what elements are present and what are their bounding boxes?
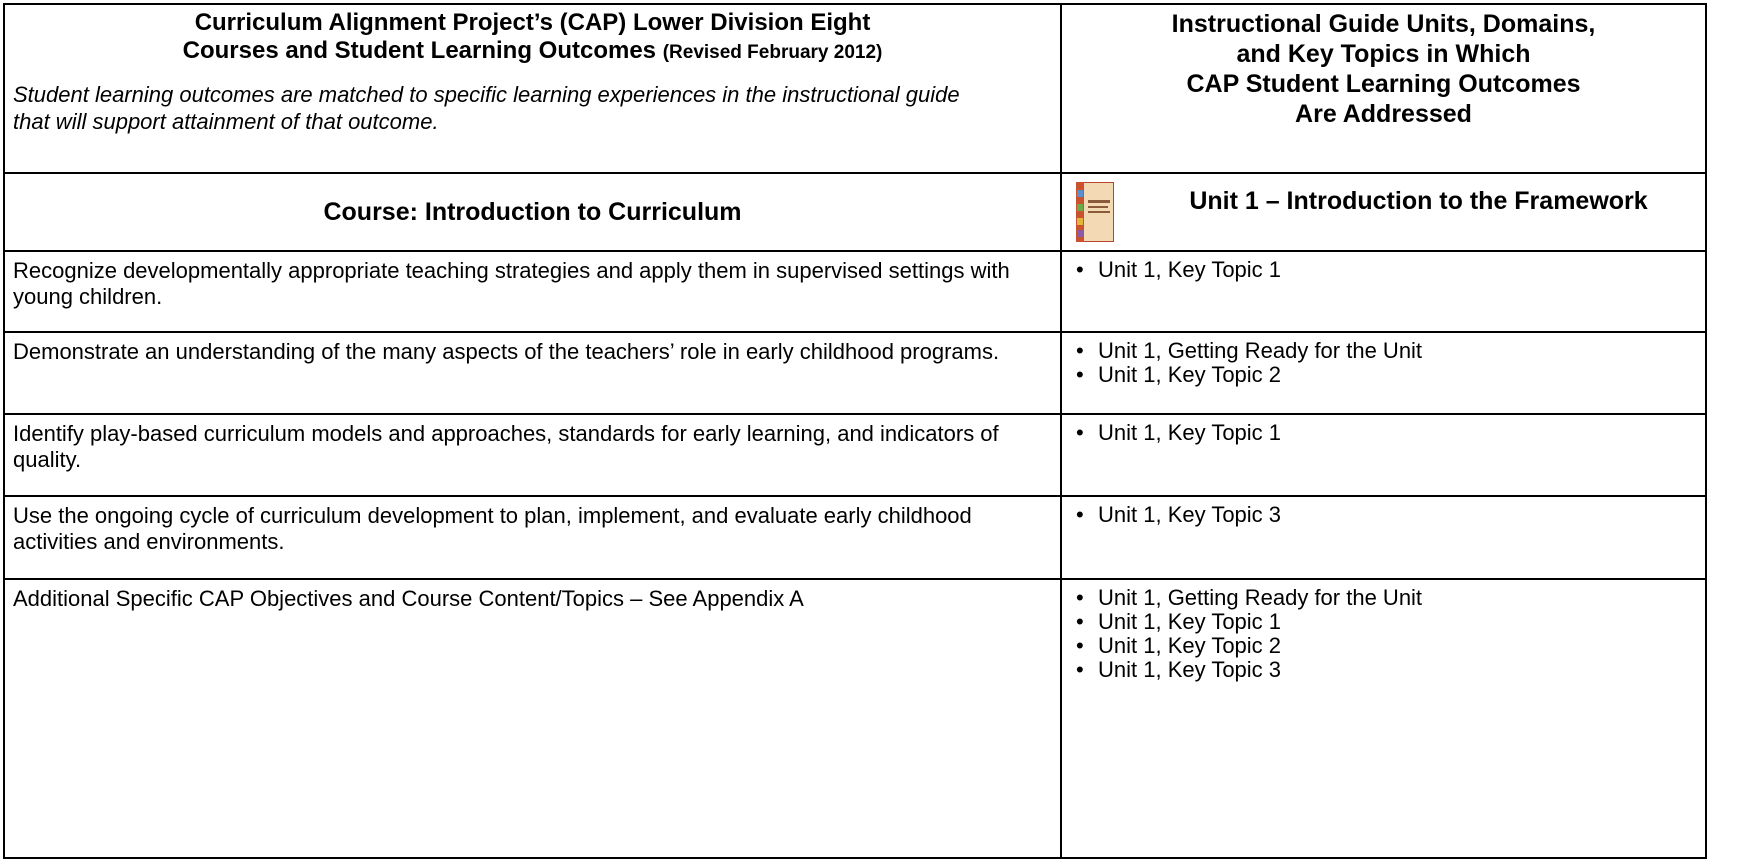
- course-title: Course: Introduction to Curriculum: [3, 172, 1062, 252]
- header-row: Curriculum Alignment Project’s (CAP) Low…: [3, 3, 1707, 174]
- topic-list: Unit 1, Getting Ready for the UnitUnit 1…: [1062, 580, 1705, 683]
- title-line: Are Addressed: [1295, 100, 1472, 128]
- topic-list: Unit 1, Key Topic 3: [1062, 497, 1705, 528]
- outcome-row: Recognize developmentally appropriate te…: [3, 250, 1707, 333]
- outcome: Identify play-based curriculum models an…: [3, 413, 1062, 497]
- topics-cell: Unit 1, Key Topic 3: [1060, 495, 1707, 580]
- outcome: Additional Specific CAP Objectives and C…: [3, 578, 1062, 859]
- header-note: Student learning outcomes are matched to…: [13, 82, 960, 134]
- unit-title: Unit 1 – Introduction to the Framework: [1189, 187, 1648, 215]
- topic: Unit 1, Key Topic 2: [1076, 363, 1705, 388]
- outcome-row: Identify play-based curriculum models an…: [3, 413, 1707, 497]
- outcome-row: Demonstrate an understanding of the many…: [3, 331, 1707, 415]
- topic: Unit 1, Key Topic 2: [1076, 634, 1705, 659]
- outcome-row: Use the ongoing cycle of curriculum deve…: [3, 495, 1707, 580]
- outcome: Use the ongoing cycle of curriculum deve…: [3, 495, 1062, 580]
- unit-cell: Unit 1 – Introduction to the Framework: [1060, 172, 1707, 252]
- topics-cell: Unit 1, Key Topic 1: [1060, 250, 1707, 333]
- outcome-row: Additional Specific CAP Objectives and C…: [3, 578, 1707, 859]
- topics-cell: Unit 1, Getting Ready for the UnitUnit 1…: [1060, 578, 1707, 859]
- topic: Unit 1, Key Topic 1: [1076, 258, 1705, 283]
- outcome: Demonstrate an understanding of the many…: [3, 331, 1062, 415]
- title-line: CAP Student Learning Outcomes: [1186, 70, 1581, 98]
- book-icon: [1076, 182, 1114, 242]
- title-line: Curriculum Alignment Project’s (CAP) Low…: [194, 9, 871, 36]
- header-right: Instructional Guide Units, Domains, and …: [1060, 3, 1707, 174]
- revised: (Revised February 2012): [662, 42, 883, 63]
- topic: Unit 1, Key Topic 1: [1076, 610, 1705, 635]
- header-left: Curriculum Alignment Project’s (CAP) Low…: [3, 3, 1062, 174]
- topics-cell: Unit 1, Key Topic 1: [1060, 413, 1707, 497]
- header-title: Curriculum Alignment Project’s (CAP) Low…: [5, 5, 1060, 67]
- topic: Unit 1, Getting Ready for the Unit: [1076, 586, 1705, 611]
- outcome: Recognize developmentally appropriate te…: [3, 250, 1062, 333]
- header-right-title: Instructional Guide Units, Domains, and …: [1062, 5, 1705, 129]
- topic: Unit 1, Key Topic 3: [1076, 503, 1705, 528]
- topic-list: Unit 1, Key Topic 1: [1062, 415, 1705, 446]
- title-line: Courses and Student Learning Outcomes (R…: [5, 37, 1060, 67]
- table-body: Curriculum Alignment Project’s (CAP) Low…: [3, 3, 1707, 859]
- title-line: Instructional Guide Units, Domains,: [1171, 10, 1596, 38]
- title-line: and Key Topics in Which: [1236, 40, 1531, 68]
- topics-cell: Unit 1, Getting Ready for the UnitUnit 1…: [1060, 331, 1707, 415]
- topic: Unit 1, Key Topic 1: [1076, 421, 1705, 446]
- alignment-table: Curriculum Alignment Project’s (CAP) Low…: [3, 3, 1707, 859]
- topic-list: Unit 1, Key Topic 1: [1062, 252, 1705, 283]
- topic-list: Unit 1, Getting Ready for the UnitUnit 1…: [1062, 333, 1705, 388]
- topic: Unit 1, Key Topic 3: [1076, 658, 1705, 683]
- title-text: Courses and Student Learning Outcomes: [182, 37, 657, 64]
- course-row: Course: Introduction to Curriculum Unit …: [3, 172, 1707, 252]
- topic: Unit 1, Getting Ready for the Unit: [1076, 339, 1705, 364]
